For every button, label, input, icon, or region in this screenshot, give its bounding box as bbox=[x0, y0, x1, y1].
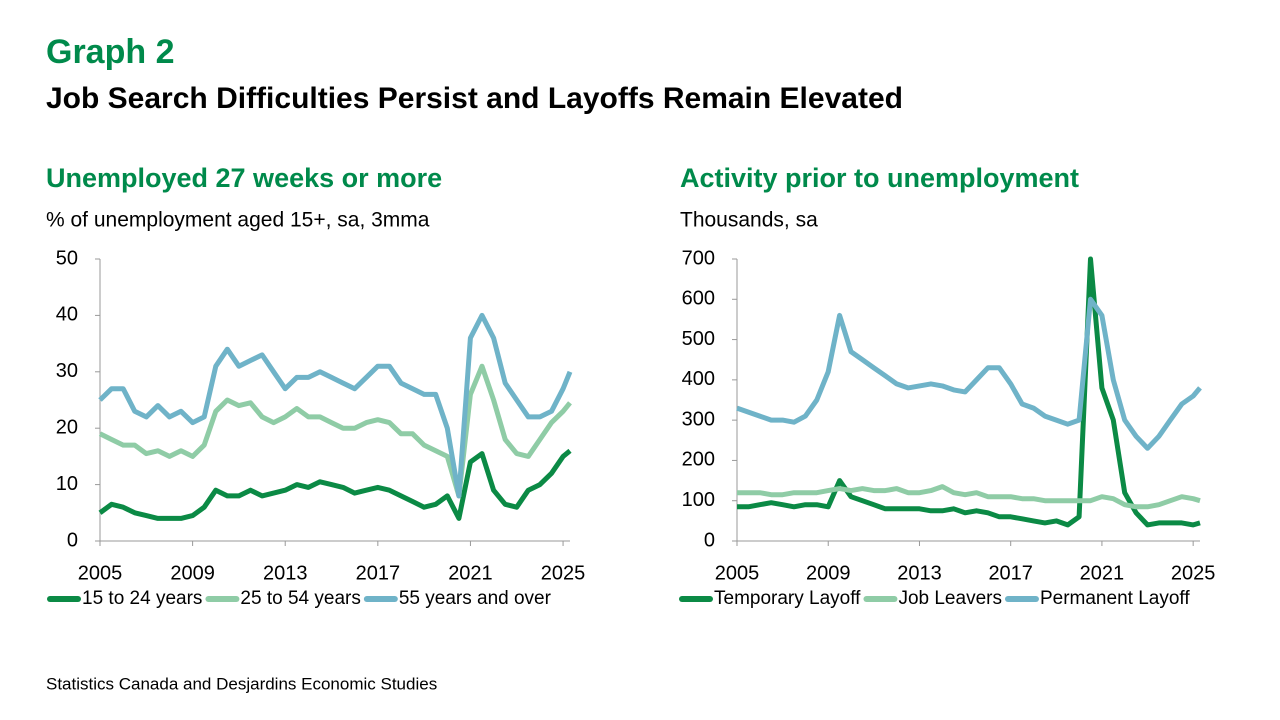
x-tick-label: 2025 bbox=[1171, 562, 1216, 584]
chart-title: Activity prior to unemployment bbox=[680, 163, 1079, 193]
series-line bbox=[737, 256, 1201, 528]
y-tick-label: 40 bbox=[56, 304, 78, 326]
x-tick-label: 2009 bbox=[170, 562, 215, 584]
x-tick-label: 2021 bbox=[448, 562, 493, 584]
legend-label: Temporary Layoff bbox=[714, 588, 861, 609]
y-tick-label: 100 bbox=[682, 489, 715, 511]
chart-subtitle: Thousands, sa bbox=[680, 209, 818, 232]
x-tick-label: 2025 bbox=[541, 562, 586, 584]
y-tick-label: 200 bbox=[682, 449, 715, 471]
legend-label: 55 years and over bbox=[399, 588, 552, 609]
series-line bbox=[98, 448, 572, 521]
y-tick-label: 0 bbox=[704, 529, 715, 551]
legend-label: Job Leavers bbox=[898, 588, 1002, 609]
y-tick-label: 10 bbox=[56, 473, 78, 495]
series-line bbox=[98, 312, 573, 499]
y-tick-label: 600 bbox=[682, 288, 715, 310]
y-tick-label: 0 bbox=[67, 529, 78, 551]
page-title: Job Search Difficulties Persist and Layo… bbox=[46, 82, 903, 115]
y-tick-label: 700 bbox=[682, 247, 715, 269]
y-tick-label: 400 bbox=[682, 368, 715, 390]
series-line bbox=[98, 363, 572, 499]
chart-title: Unemployed 27 weeks or more bbox=[46, 163, 442, 193]
chart-subtitle: % of unemployment aged 15+, sa, 3mma bbox=[46, 209, 430, 232]
x-tick-label: 2021 bbox=[1080, 562, 1125, 584]
x-tick-label: 2013 bbox=[897, 562, 942, 584]
x-tick-label: 2017 bbox=[356, 562, 401, 584]
source: Statistics Canada and Desjardins Economi… bbox=[46, 674, 437, 693]
x-tick-label: 2013 bbox=[263, 562, 308, 584]
y-tick-label: 500 bbox=[682, 328, 715, 350]
x-tick-label: 2005 bbox=[78, 562, 123, 584]
x-tick-label: 2017 bbox=[988, 562, 1033, 584]
legend-label: 25 to 54 years bbox=[240, 588, 360, 609]
legend-label: Permanent Layoff bbox=[1040, 588, 1190, 609]
y-tick-label: 50 bbox=[56, 247, 78, 269]
y-tick-label: 20 bbox=[56, 416, 78, 438]
y-tick-label: 300 bbox=[682, 408, 715, 430]
y-tick-label: 30 bbox=[56, 360, 78, 382]
x-tick-label: 2005 bbox=[715, 562, 760, 584]
legend-label: 15 to 24 years bbox=[82, 588, 202, 609]
series-line bbox=[737, 484, 1201, 510]
x-tick-label: 2009 bbox=[806, 562, 851, 584]
series-line bbox=[736, 296, 1202, 451]
graph-label: Graph 2 bbox=[46, 33, 174, 71]
